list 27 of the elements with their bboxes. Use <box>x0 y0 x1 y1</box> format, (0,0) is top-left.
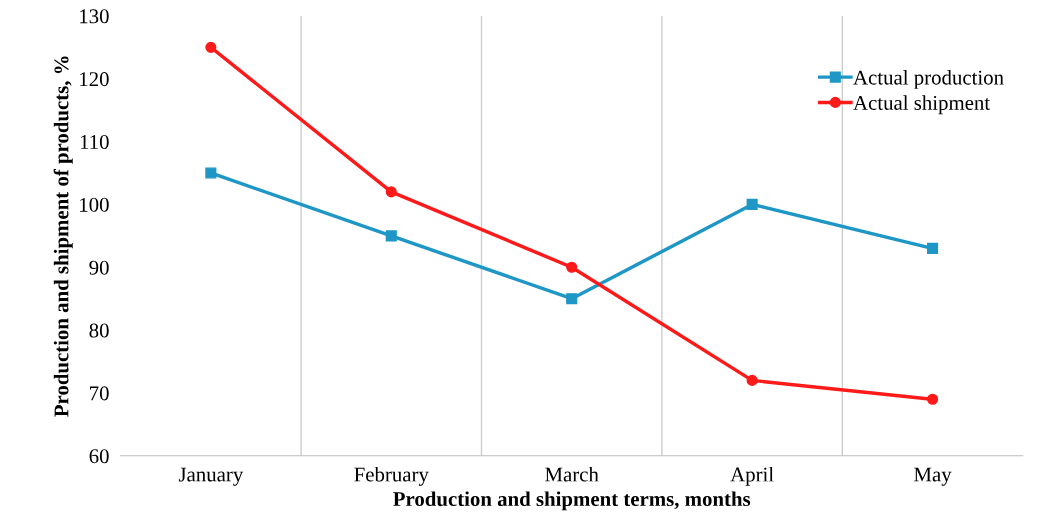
y-tick-label: 110 <box>80 134 109 150</box>
x-tick-label: March <box>545 466 599 482</box>
x-tick-label: May <box>914 467 952 486</box>
legend-label: Actual shipment <box>853 95 991 115</box>
point <box>566 261 578 273</box>
point <box>927 242 939 254</box>
y-tick-label: 60 <box>89 449 109 464</box>
point <box>746 374 758 386</box>
point <box>385 186 397 198</box>
y-axis-title: Production and shipment of products, % <box>53 56 73 417</box>
y-tick-label: 90 <box>89 260 109 275</box>
x-tick-label: January <box>178 467 244 486</box>
x-axis-title: Production and shipment terms, months <box>393 491 751 511</box>
x-tick-label: February <box>354 466 429 486</box>
point <box>927 393 939 405</box>
point <box>566 293 578 305</box>
y-tick-label: 100 <box>80 197 109 212</box>
x-tick-label: April <box>730 466 774 486</box>
point <box>385 230 397 242</box>
point <box>205 167 217 179</box>
point <box>205 41 217 53</box>
point <box>746 198 758 210</box>
legend-label: Actual production <box>853 69 1004 89</box>
y-tick-label: 80 <box>89 323 109 338</box>
y-tick-label: 70 <box>90 386 109 401</box>
y-tick-label: 130 <box>80 9 109 24</box>
y-tick-label: 120 <box>80 72 109 87</box>
